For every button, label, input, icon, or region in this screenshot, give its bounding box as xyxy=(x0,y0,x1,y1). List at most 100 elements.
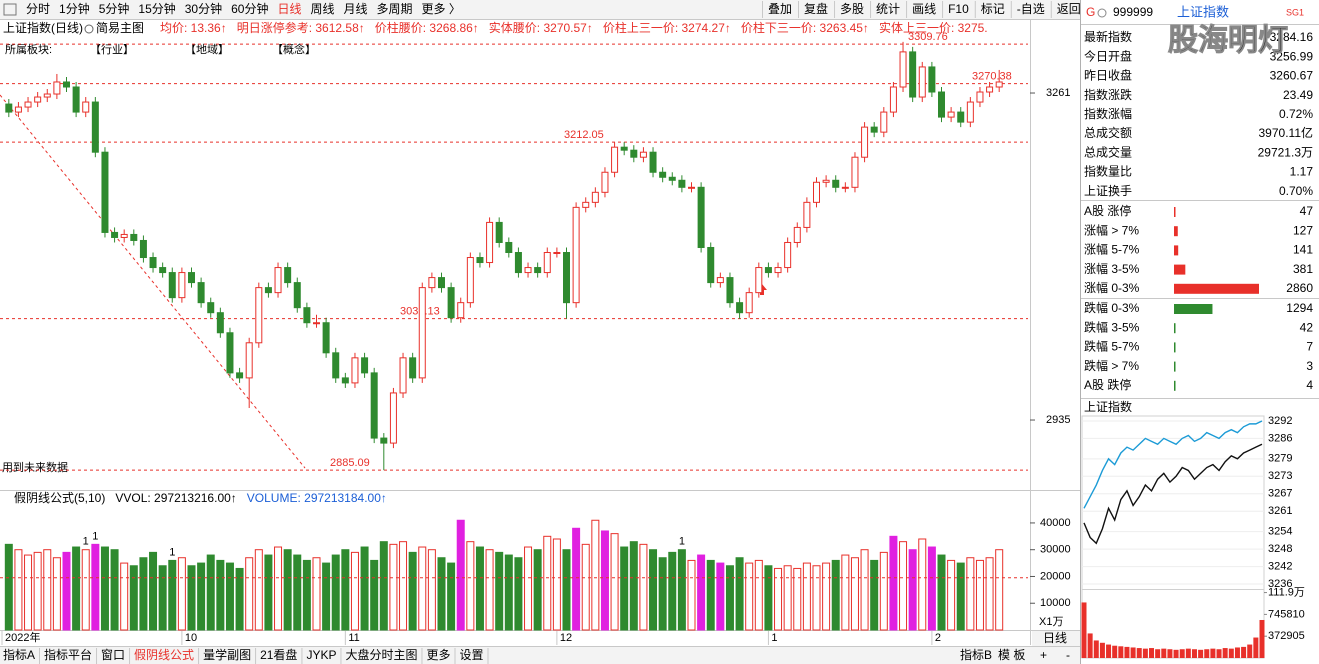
period-tab[interactable]: 1分钟 xyxy=(59,1,90,16)
bottom-tab[interactable]: 假阴线公式 xyxy=(134,648,194,662)
period-tab[interactable]: 60分钟 xyxy=(231,1,268,16)
candle-body xyxy=(332,352,340,379)
candle-body xyxy=(82,101,90,113)
volume-bar xyxy=(24,554,33,631)
period-tab[interactable]: 5分钟 xyxy=(99,1,130,16)
candle-body xyxy=(716,277,724,284)
toolbar-button[interactable]: 多股 xyxy=(840,2,864,16)
candle-body xyxy=(130,233,138,241)
candle-body xyxy=(466,257,474,304)
toolbar-button[interactable]: 统计 xyxy=(876,2,900,16)
volume-bar xyxy=(889,535,898,631)
period-tab[interactable]: 周线 xyxy=(310,2,334,16)
candle-body xyxy=(409,357,417,379)
volume-header: VVOL: 297213216.00↑ xyxy=(115,491,236,505)
quote-value: 3284.16 xyxy=(1270,30,1314,44)
bottom-tab[interactable]: 大盘分时主图 xyxy=(345,647,417,662)
period-tab[interactable]: 多周期 xyxy=(377,2,413,16)
stock-code: 999999 xyxy=(1113,5,1153,19)
menu-icon[interactable] xyxy=(3,3,17,16)
period-tab[interactable]: 月线 xyxy=(344,2,368,16)
bottom-tab[interactable]: - xyxy=(1066,648,1070,662)
volume-bar xyxy=(110,549,119,631)
toolbar-button[interactable]: 复盘 xyxy=(804,1,828,16)
period-label[interactable]: 日线 xyxy=(1043,631,1067,645)
bottom-tab[interactable]: JYKP xyxy=(306,648,336,662)
breadth-value: 3 xyxy=(1306,359,1313,373)
mode-icon[interactable] xyxy=(84,24,94,34)
volume-bar xyxy=(802,562,811,631)
bottom-tab[interactable]: 设置 xyxy=(459,648,483,662)
volume-bar xyxy=(870,559,879,631)
candle-body xyxy=(668,176,676,181)
candle-body xyxy=(563,252,570,304)
bottom-tab[interactable]: + xyxy=(1040,648,1047,662)
level-label: 2885.09 xyxy=(330,457,370,469)
volume-bar xyxy=(389,543,398,631)
candle-body xyxy=(861,126,869,158)
candle-body xyxy=(947,111,955,118)
y-tick-label: 3261 xyxy=(1046,87,1070,99)
volume-bar xyxy=(850,557,859,631)
toolbar-button[interactable]: 返回 xyxy=(1057,2,1081,16)
candle-body xyxy=(870,126,878,133)
toolbar-button[interactable]: F10 xyxy=(948,2,969,16)
candle-body xyxy=(889,86,897,113)
mini-volume-bar xyxy=(1234,647,1240,658)
volume-tick-label: 30000 xyxy=(1040,544,1071,556)
volume-bar xyxy=(495,551,504,631)
bottom-tab[interactable]: 指标平台 xyxy=(44,647,92,662)
sector-item[interactable]: 【概念】 xyxy=(272,42,316,56)
volume-bar xyxy=(591,519,600,631)
candle-body xyxy=(938,91,945,118)
candle-body xyxy=(207,302,215,314)
candle-body xyxy=(707,246,715,284)
volume-bar xyxy=(206,554,215,631)
bottom-tab[interactable]: 窗口 xyxy=(101,648,125,662)
volume-bar xyxy=(456,519,465,631)
volume-bar xyxy=(168,559,177,631)
candle-body xyxy=(899,51,907,88)
bottom-tab[interactable]: 21看盘 xyxy=(260,647,297,662)
mini-volume-bar xyxy=(1161,648,1167,658)
bottom-tab[interactable]: 指标A xyxy=(3,647,35,662)
candle-body xyxy=(139,239,147,259)
mini-title: 上证指数 xyxy=(1084,399,1132,414)
period-tab[interactable]: 30分钟 xyxy=(185,1,222,16)
volume-bar xyxy=(995,549,1004,631)
sector-item[interactable]: 【行业】 xyxy=(90,43,134,56)
volume-bar xyxy=(254,549,263,631)
quote-label: 最新指数 xyxy=(1084,29,1132,44)
volume-bar xyxy=(129,565,138,631)
bottom-tab[interactable]: 量学副图 xyxy=(203,647,251,662)
mini-volume-bar xyxy=(1106,644,1112,658)
candle-body xyxy=(986,86,994,93)
period-tab[interactable]: 15分钟 xyxy=(138,1,175,16)
quote-label: 总成交额 xyxy=(1084,125,1132,140)
candle-body xyxy=(101,151,109,233)
sector-item[interactable]: 【地域】 xyxy=(185,43,229,56)
chart-mode[interactable]: 简易主图 xyxy=(96,21,144,35)
volume-bar xyxy=(43,549,52,631)
bottom-tab[interactable]: 指标B xyxy=(960,647,992,662)
toolbar-button[interactable]: 叠加 xyxy=(768,2,792,16)
toolbar-button[interactable]: -自选 xyxy=(1017,2,1045,16)
toolbar-button[interactable]: 标记 xyxy=(981,2,1005,16)
period-tab[interactable]: 分时 xyxy=(26,2,50,16)
mini-volume-bar xyxy=(1222,648,1228,658)
info-item: 实体上三一价: 3275. xyxy=(879,20,988,35)
toolbar-button[interactable]: 画线 xyxy=(912,2,936,16)
bottom-tab[interactable]: 更多 xyxy=(426,648,450,662)
bottom-tab[interactable]: 模 板 xyxy=(998,648,1025,662)
info-item: 均价: 13.36↑ xyxy=(160,21,227,35)
period-tab[interactable]: 更多 〉 xyxy=(422,2,461,16)
period-tab[interactable]: 日线 xyxy=(277,2,301,16)
quote-value: 3256.99 xyxy=(1270,49,1314,63)
volume-bar xyxy=(543,535,552,631)
volume-bar xyxy=(341,549,350,631)
volume-bar xyxy=(264,554,273,631)
volume-bar xyxy=(485,549,494,631)
volume-bar xyxy=(716,562,725,631)
volume-bar xyxy=(860,549,869,631)
volume-bar xyxy=(197,562,206,631)
